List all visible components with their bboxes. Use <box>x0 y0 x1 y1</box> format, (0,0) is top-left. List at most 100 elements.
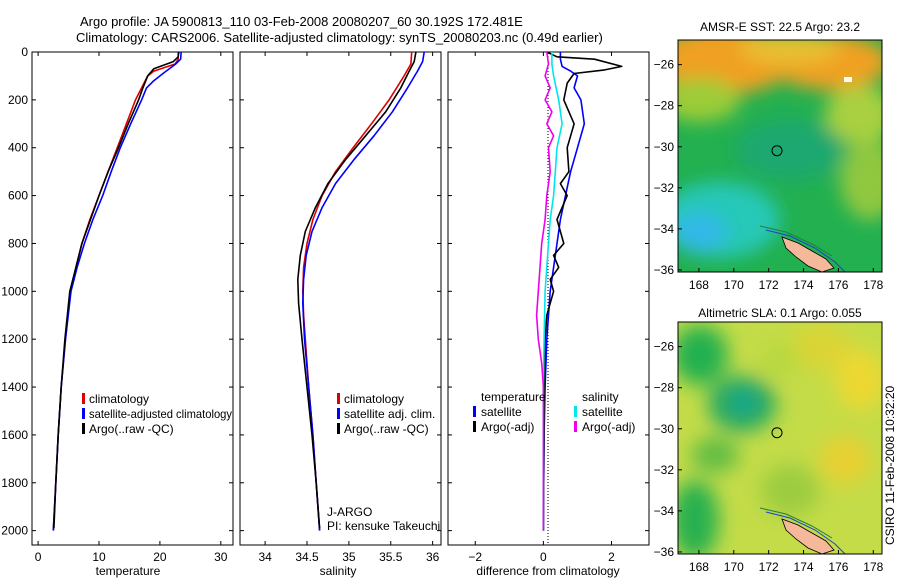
difference-axis-label: difference from climatology <box>476 564 619 578</box>
temperature-legend: climatology satellite-adjusted climatolo… <box>82 392 232 436</box>
x-tick-label: 35 <box>342 550 356 564</box>
legend-label-argo: Argo(..raw -QC) <box>344 422 429 436</box>
x-tick-label: 0 <box>540 550 547 564</box>
temperature-plot-frame <box>31 51 234 546</box>
x-tick-label: 30 <box>214 550 228 564</box>
salinity-legend: climatology satellite adj. clim. Argo(..… <box>337 392 435 436</box>
series-line-argo-raw-qc <box>53 51 180 529</box>
legend-swatch-satellite <box>337 408 340 419</box>
pi-name: PI: kensuke Takeuchi <box>327 519 440 533</box>
map-x-tick-label: 168 <box>689 560 709 574</box>
legend-swatch-sal-satellite <box>574 406 577 417</box>
y-tick-label: 1400 <box>1 380 28 394</box>
legend-label-temp-satellite: satellite <box>481 405 522 419</box>
temperature-panel: 0 200 400 600 800 1000 1200 1400 1600 1800 2000 0 1… <box>1 45 234 578</box>
sst-map-panel: AMSR-E SST: 22.5 Argo: 23.2 168 170 172 174… <box>654 20 884 292</box>
y-tick-label: 1200 <box>1 332 28 346</box>
series-line-argo-raw-qc <box>296 51 417 529</box>
sst-field <box>678 40 882 272</box>
legend-label-satellite: satellite-adjusted climatology <box>89 407 232 421</box>
legend-swatch-argo <box>337 423 340 434</box>
x-tick-label: 35.5 <box>379 550 403 564</box>
map-x-tick-label: 174 <box>794 278 814 292</box>
header-line-2: Climatology: CARS2006. Satellite-adjuste… <box>76 30 603 45</box>
x-tick-label: −2 <box>468 550 482 564</box>
series-line-temperature-satellite <box>542 52 586 531</box>
map-y-tick-label: −36 <box>654 545 675 559</box>
sla-field <box>678 322 882 554</box>
map-x-tick-label: 174 <box>794 560 814 574</box>
map-x-tick-label: 168 <box>689 278 709 292</box>
series-line-satellite-adj-clim <box>301 51 425 531</box>
difference-panel: −2 0 2 difference from climatology tempera… <box>447 51 650 578</box>
map-y-tick-label: −30 <box>654 140 675 154</box>
legend-label-satellite: satellite adj. clim. <box>344 407 435 421</box>
salinity-plot-frame <box>239 51 442 546</box>
header-line-1: Argo profile: JA 5900813_110 03-Feb-2008… <box>80 14 523 29</box>
y-tick-label: 2000 <box>1 524 28 538</box>
y-tick-label: 200 <box>8 93 28 107</box>
temperature-axis-label: temperature <box>96 564 161 578</box>
map-y-tick-label: −28 <box>654 381 675 395</box>
legend-swatch-satellite <box>82 408 85 419</box>
y-tick-label: 600 <box>8 189 28 203</box>
map-y-tick-label: −32 <box>654 463 675 477</box>
map-x-tick-label: 170 <box>724 278 744 292</box>
map-x-tick-label: 176 <box>828 278 848 292</box>
y-tick-label: 1000 <box>1 284 28 298</box>
map-y-tick-label: −34 <box>654 504 675 518</box>
map-y-tick-label: −26 <box>654 340 675 354</box>
x-tick-label: 20 <box>153 550 167 564</box>
legend-label-temp-argo: Argo(-adj) <box>481 420 534 434</box>
y-tick-label: 1600 <box>1 428 28 442</box>
y-tick-label: 1800 <box>1 476 28 490</box>
salinity-panel: 34 34.5 35 35.5 36 salinity climatology sate… <box>239 51 442 578</box>
sst-map-frame <box>677 39 883 273</box>
legend-title-salinity: salinity <box>582 390 619 404</box>
sla-map-title: Altimetric SLA: 0.1 Argo: 0.055 <box>698 306 862 320</box>
series-line-temperature-argo-adj <box>542 51 623 531</box>
y-tick-label: 800 <box>8 236 28 250</box>
map-y-tick-label: −32 <box>654 181 675 195</box>
map-x-tick-label: 178 <box>863 278 883 292</box>
x-tick-label: 10 <box>92 550 106 564</box>
legend-label-climatology: climatology <box>344 392 404 406</box>
x-tick-label: 0 <box>35 550 42 564</box>
map-x-tick-label: 172 <box>759 560 779 574</box>
legend-label-climatology: climatology <box>89 392 149 406</box>
map-x-tick-label: 176 <box>828 560 848 574</box>
sla-map-frame <box>677 321 883 555</box>
series-line-satellite-adjusted-climatology <box>52 51 182 531</box>
legend-swatch-climatology <box>337 393 340 404</box>
legend-label-sal-satellite: satellite <box>582 405 623 419</box>
x-tick-label: 36 <box>426 550 440 564</box>
map-y-tick-label: −28 <box>654 99 675 113</box>
legend-label-sal-argo: Argo(-adj) <box>582 420 635 434</box>
difference-legend: temperature satellite Argo(-adj) salinit… <box>473 390 635 434</box>
series-line-climatology <box>301 51 413 531</box>
map-y-tick-label: −36 <box>654 263 675 277</box>
csiro-timestamp: CSIRO 11-Feb-2008 10:32:20 <box>883 385 897 545</box>
legend-swatch-sal-argo <box>574 421 577 432</box>
map-y-tick-label: −26 <box>654 58 675 72</box>
series-line-climatology <box>52 52 179 531</box>
map-y-tick-label: −30 <box>654 422 675 436</box>
legend-swatch-climatology <box>82 393 85 404</box>
argo-float-marker <box>771 145 783 157</box>
x-tick-label: 2 <box>608 550 615 564</box>
salinity-axis-label: salinity <box>320 564 357 578</box>
sla-map-panel: Altimetric SLA: 0.1 Argo: 0.055 168 170 17… <box>654 306 884 574</box>
series-line-salinity-argo-adj <box>535 51 555 531</box>
map-x-tick-label: 178 <box>863 560 883 574</box>
y-tick-label: 0 <box>21 45 28 59</box>
x-tick-label: 34 <box>258 550 272 564</box>
map-x-tick-label: 172 <box>759 278 779 292</box>
legend-label-argo: Argo(..raw -QC) <box>89 422 174 436</box>
y-tick-label: 400 <box>8 141 28 155</box>
legend-swatch-argo <box>82 423 85 434</box>
legend-swatch-temp-satellite <box>473 406 476 417</box>
legend-swatch-temp-argo <box>473 421 476 432</box>
map-y-tick-label: −34 <box>654 222 675 236</box>
legend-title-temperature: temperature <box>481 390 546 404</box>
